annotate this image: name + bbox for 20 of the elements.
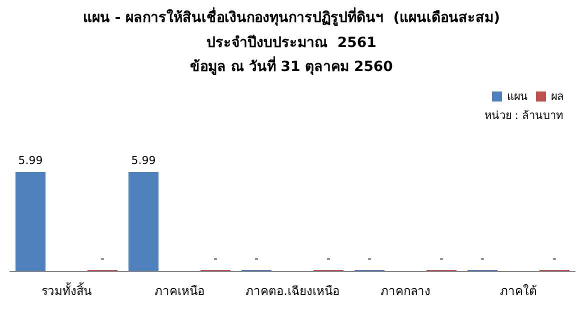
text: หน่วย : ล้านบาท	[484, 109, 564, 122]
legend-label: แผน	[507, 90, 528, 103]
x-tick-label: ภาคใต้	[500, 284, 537, 298]
data-label: -	[100, 252, 105, 265]
chart-title: แผน - ผลการให้สินเชื่อเงินกองทุนการปฏิรูปที่ดินฯ (แผนเดือนสะสม)	[82, 7, 500, 26]
data-label: -	[368, 252, 372, 265]
chart-subtitle: ประจำปีงบประมาณ 2561 ข้อมูล ณ วันที่ 31 ตุลาคม 2560	[190, 35, 394, 75]
x-tick-label: ภาคตอ.เฉียงเหนือ	[246, 284, 340, 298]
x-tick-label: รวมทั้งสิ้น	[42, 282, 92, 298]
data-label: 5.99	[18, 154, 43, 167]
data-label: -	[440, 252, 444, 265]
x-tick-label: ภาคเหนือ	[154, 284, 204, 298]
legend-label: ผล	[551, 90, 564, 103]
x-tick-label: ภาคกลาง	[380, 284, 430, 298]
data-label: -	[552, 252, 557, 265]
data-label: -	[326, 252, 331, 265]
data-label: -	[480, 252, 485, 265]
data-label: -	[214, 252, 218, 265]
data-label: -	[254, 252, 259, 265]
data-label: 5.99	[131, 154, 156, 167]
